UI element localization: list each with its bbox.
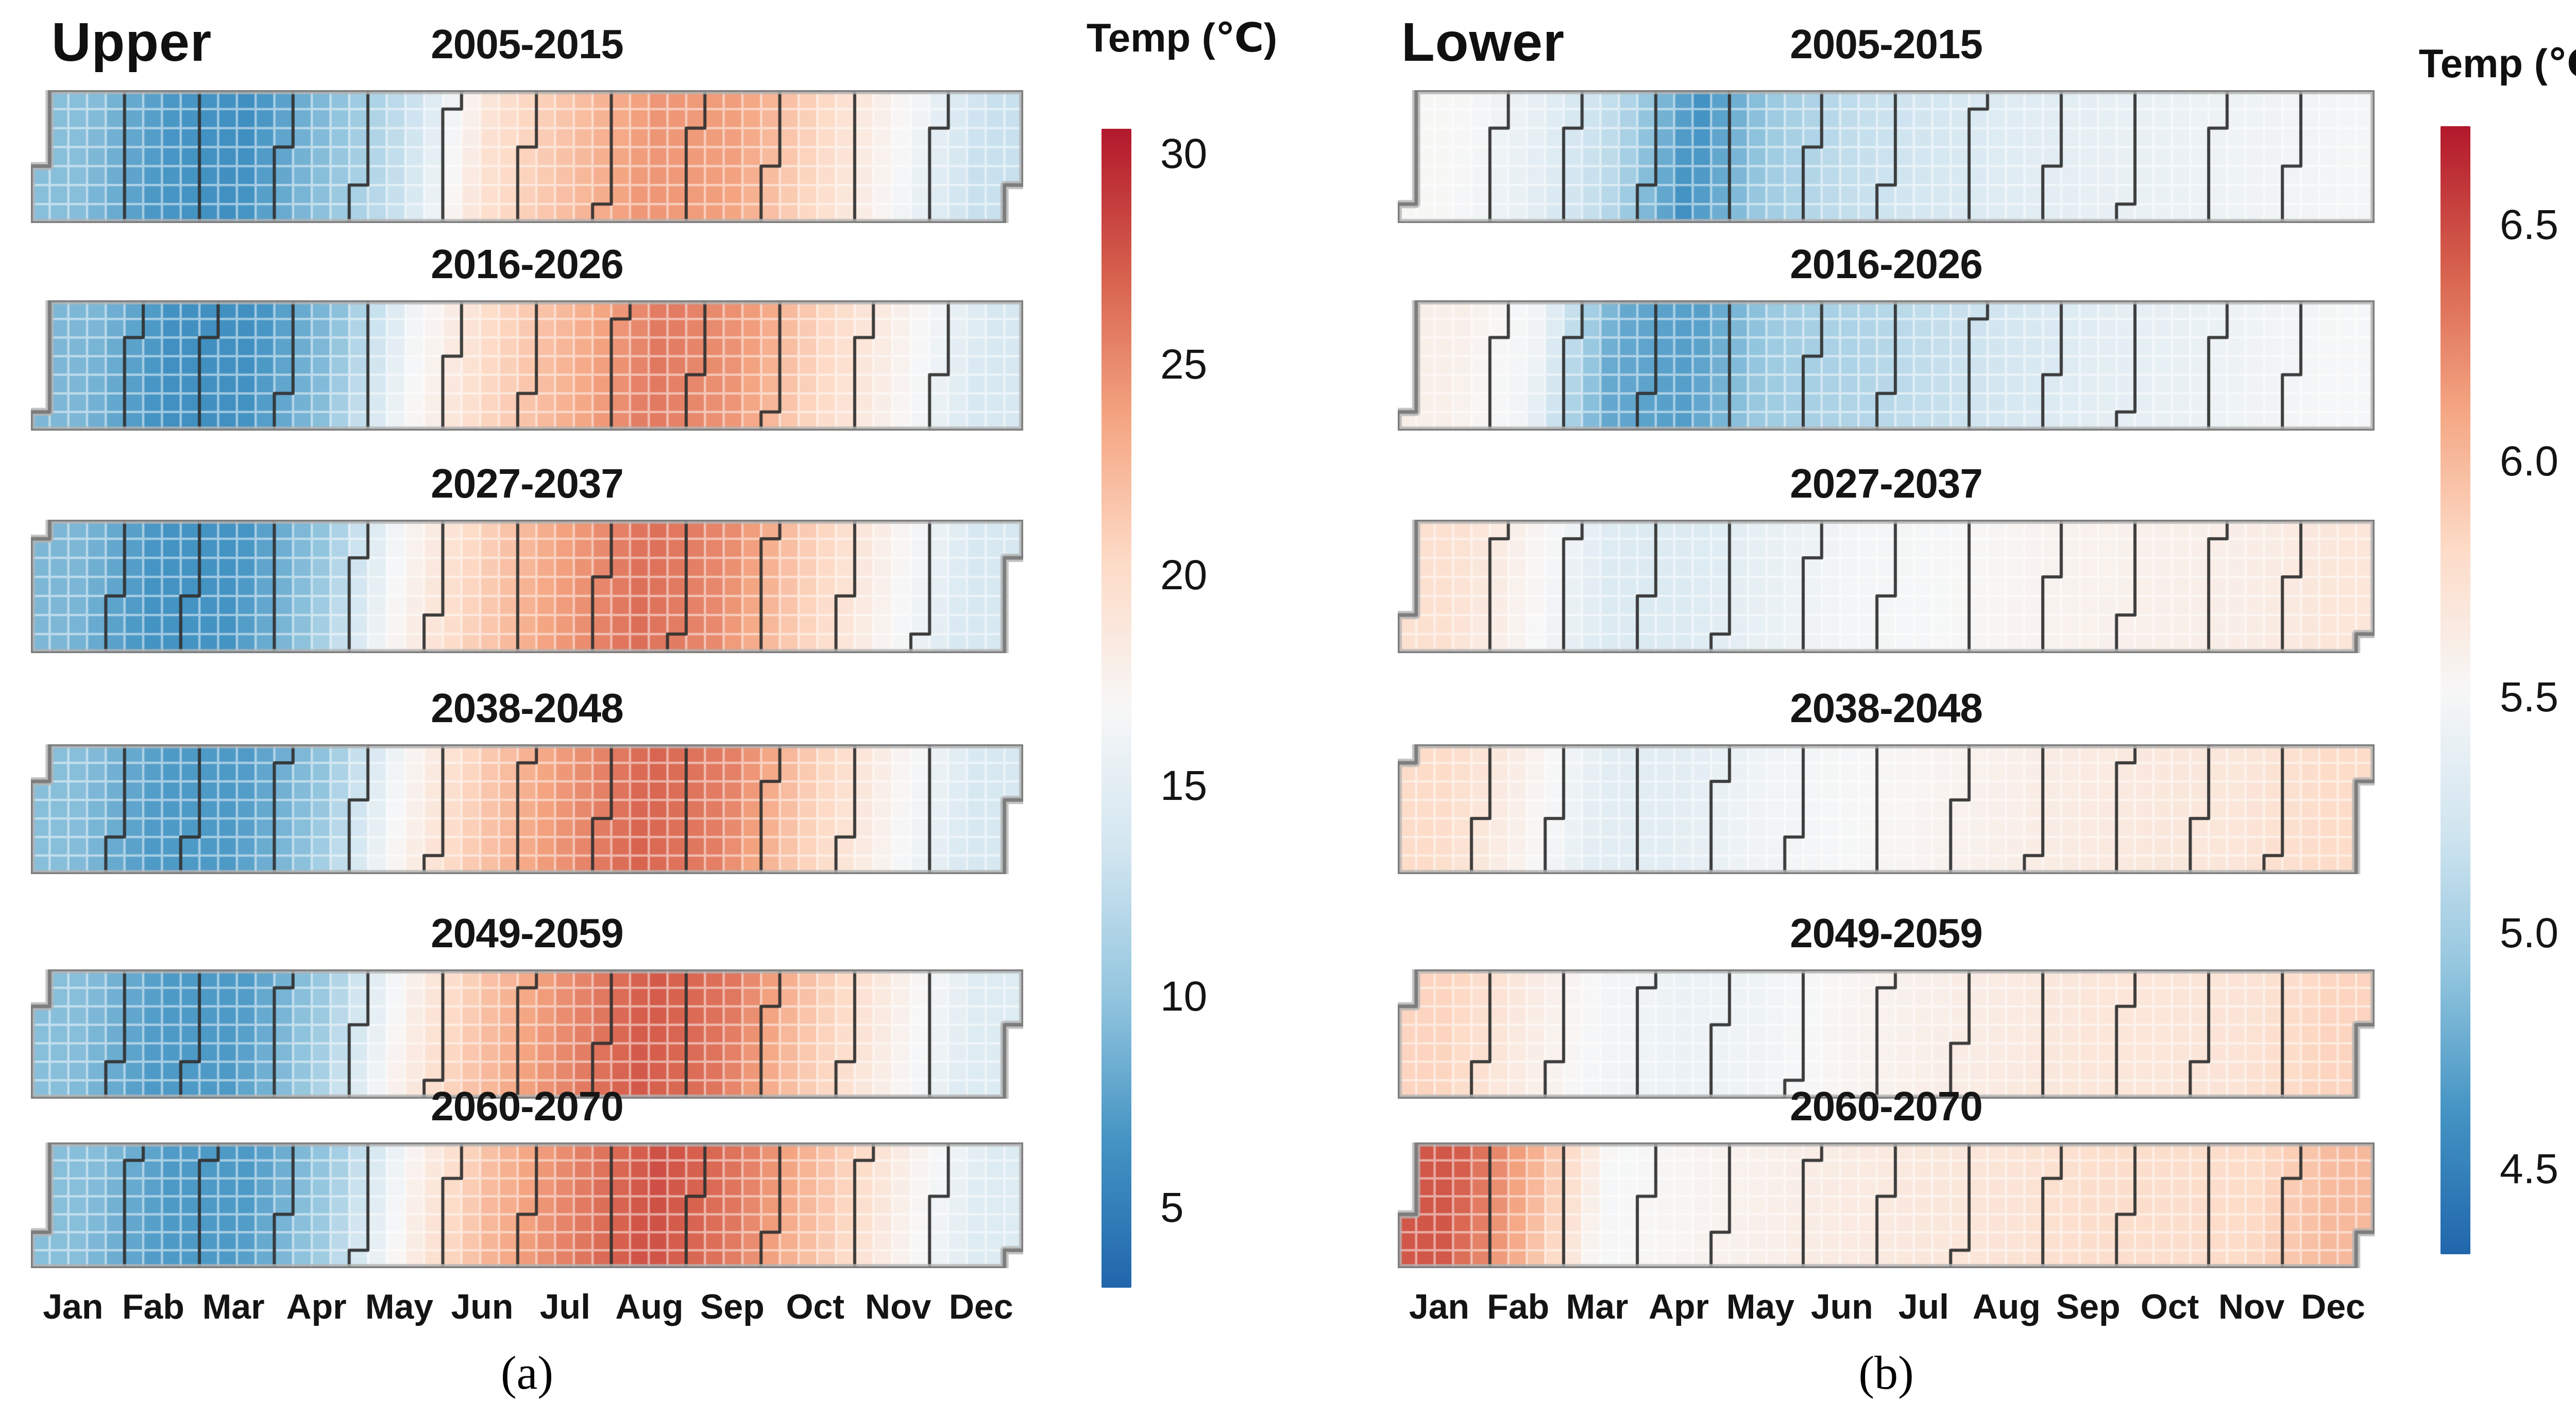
month-label-Jan: Jan (43, 1287, 104, 1326)
month-label-Mar: Mar (202, 1287, 265, 1326)
heatmap-strip-2049-2059 (31, 969, 1023, 1099)
period-label: 2060-2070 (1790, 1083, 1983, 1129)
month-label-Aug: Aug (1972, 1287, 2041, 1326)
heatmap-strip-2005-2015 (31, 90, 1023, 223)
month-label-May: May (1726, 1287, 1794, 1326)
month-label-Jun: Jun (451, 1287, 514, 1326)
colorbar-tick-6.5: 6.5 (2500, 201, 2558, 249)
month-label-Nov: Nov (865, 1287, 931, 1326)
month-label-Aug: Aug (615, 1287, 684, 1326)
month-label-Apr: Apr (1648, 1287, 1709, 1326)
period-label: 2005-2015 (1790, 21, 1983, 67)
panel-caption-a: (a) (500, 1346, 554, 1399)
colorbar-tick-15: 15 (1160, 762, 1208, 810)
period-label: 2027-2037 (431, 460, 624, 506)
period-label: 2016-2026 (431, 241, 624, 287)
month-label-Sep: Sep (2056, 1287, 2121, 1326)
panel-title-upper: Upper (52, 12, 212, 73)
month-label-Oct: Oct (786, 1287, 845, 1326)
colorbar-title-lower: Temp (℃) (2418, 41, 2576, 86)
month-label-Jun: Jun (1810, 1287, 1873, 1326)
month-label-Dec: Dec (948, 1287, 1013, 1326)
heatmap-strip-2049-2059 (1398, 969, 2375, 1099)
colorbar-tick-10: 10 (1160, 973, 1208, 1020)
colorbar-tick-30: 30 (1160, 130, 1208, 178)
period-label: 2049-2059 (431, 910, 624, 956)
period-label: 2016-2026 (1790, 241, 1983, 287)
heatmap-strip-2005-2015 (1398, 90, 2375, 223)
panel-title-lower: Lower (1401, 12, 1565, 73)
heatmap-strip-2027-2037 (1398, 520, 2375, 653)
month-label-Apr: Apr (286, 1287, 347, 1326)
heatmap-strip-2038-2048 (31, 744, 1023, 874)
period-label: 2060-2070 (431, 1083, 624, 1129)
month-label-Jan: Jan (1409, 1287, 1470, 1326)
month-label-Nov: Nov (2218, 1287, 2285, 1326)
period-label: 2027-2037 (1790, 460, 1983, 506)
period-label: 2049-2059 (1790, 910, 1983, 956)
month-label-Sep: Sep (700, 1287, 765, 1326)
colorbar-tick-25: 25 (1160, 341, 1208, 388)
colorbar-gradient-lower (2441, 126, 2470, 1254)
month-label-Mar: Mar (1566, 1287, 1629, 1326)
panel-caption-b: (b) (1858, 1346, 1914, 1399)
colorbar-gradient-upper (1101, 129, 1131, 1288)
period-label: 2005-2015 (431, 21, 624, 67)
heatmap-strip-2038-2048 (1398, 744, 2375, 874)
heatmap-strip-2060-2070 (1398, 1142, 2375, 1268)
heatmap-strip-2060-2070 (31, 1142, 1023, 1268)
colorbar-tick-5: 5.0 (2500, 909, 2558, 957)
month-label-Dec: Dec (2301, 1287, 2365, 1326)
month-label-May: May (365, 1287, 434, 1326)
month-label-Jul: Jul (1898, 1287, 1949, 1326)
colorbar-tick-5: 5 (1160, 1184, 1184, 1231)
month-label-Jul: Jul (539, 1287, 590, 1326)
month-label-Oct: Oct (2140, 1287, 2199, 1326)
heatmap-strip-2027-2037 (31, 520, 1023, 653)
heatmap-strip-2016-2026 (1398, 300, 2375, 431)
colorbar-tick-6: 6.0 (2500, 437, 2558, 485)
colorbar-title-upper: Temp (℃) (1086, 15, 1278, 60)
colorbar-tick-4.5: 4.5 (2500, 1146, 2558, 1193)
heatmap-strip-2016-2026 (31, 300, 1023, 431)
period-label: 2038-2048 (1790, 685, 1983, 731)
colorbar-tick-5.5: 5.5 (2500, 673, 2558, 721)
month-label-Fab: Fab (122, 1287, 184, 1326)
colorbar-tick-20: 20 (1160, 552, 1208, 599)
period-label: 2038-2048 (431, 685, 624, 731)
month-label-Fab: Fab (1487, 1287, 1550, 1326)
